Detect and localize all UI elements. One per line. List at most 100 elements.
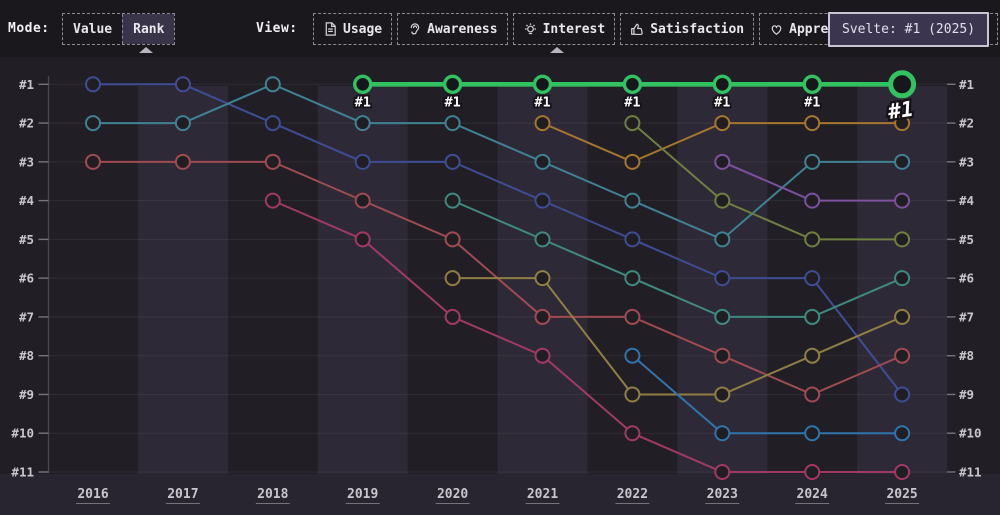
- view-option-usage[interactable]: Usage: [313, 13, 393, 45]
- data-point[interactable]: [894, 231, 911, 248]
- data-point[interactable]: [534, 153, 551, 170]
- data-point[interactable]: [804, 231, 821, 248]
- view-option-satisfaction[interactable]: Satisfaction: [620, 13, 755, 45]
- mode-option-rank[interactable]: Rank: [122, 14, 175, 44]
- data-point[interactable]: [714, 347, 731, 364]
- data-point[interactable]: [804, 347, 821, 364]
- data-point[interactable]: [714, 192, 731, 209]
- year-label[interactable]: 2023: [707, 487, 738, 502]
- data-point[interactable]: [174, 76, 191, 93]
- data-point[interactable]: [714, 425, 731, 442]
- data-point[interactable]: [534, 115, 551, 132]
- data-point[interactable]: [444, 308, 461, 325]
- year-label[interactable]: 2017: [167, 487, 198, 502]
- svelte-point[interactable]: [888, 70, 917, 99]
- data-point[interactable]: [264, 192, 281, 209]
- mode-label: Mode:: [8, 21, 50, 36]
- data-point[interactable]: [624, 115, 641, 132]
- year-label[interactable]: 2018: [257, 487, 288, 502]
- data-point[interactable]: [804, 386, 821, 403]
- data-point[interactable]: [534, 347, 551, 364]
- year-label[interactable]: 2016: [77, 487, 108, 502]
- view-switcher: Usage Awareness Interest: [313, 13, 894, 45]
- data-point[interactable]: [264, 115, 281, 132]
- data-point[interactable]: [354, 153, 371, 170]
- data-point[interactable]: [264, 76, 281, 93]
- data-point[interactable]: [804, 308, 821, 325]
- data-point[interactable]: [804, 115, 821, 132]
- year-label[interactable]: 2021: [527, 487, 558, 502]
- data-point[interactable]: [624, 347, 641, 364]
- data-point[interactable]: [894, 115, 911, 132]
- data-point[interactable]: [894, 308, 911, 325]
- data-point[interactable]: [714, 231, 731, 248]
- data-point[interactable]: [85, 153, 101, 170]
- rank-1-label: #1: [444, 94, 460, 110]
- svelte-point[interactable]: [622, 74, 643, 95]
- svelte-point[interactable]: [532, 74, 553, 95]
- data-point[interactable]: [444, 115, 461, 132]
- series-line-light-blue[interactable]: [631, 354, 903, 435]
- data-point[interactable]: [714, 270, 731, 287]
- year-label[interactable]: 2019: [347, 487, 378, 502]
- data-point[interactable]: [624, 153, 641, 170]
- data-point[interactable]: [354, 231, 371, 248]
- data-point[interactable]: [714, 386, 731, 403]
- year-label[interactable]: 2025: [886, 487, 917, 502]
- data-point[interactable]: [804, 425, 821, 442]
- data-point[interactable]: [804, 153, 821, 170]
- data-point[interactable]: [624, 425, 641, 442]
- data-point[interactable]: [534, 308, 551, 325]
- data-point[interactable]: [534, 231, 551, 248]
- rank-1-label: #1: [804, 94, 820, 110]
- data-point[interactable]: [85, 115, 101, 132]
- data-point[interactable]: [804, 464, 821, 480]
- data-point[interactable]: [714, 464, 731, 480]
- data-point[interactable]: [894, 192, 911, 209]
- data-point[interactable]: [894, 386, 911, 403]
- year-label[interactable]: 2020: [437, 487, 468, 502]
- data-point[interactable]: [624, 386, 641, 403]
- view-option-interest[interactable]: Interest: [512, 13, 616, 45]
- data-point[interactable]: [804, 270, 821, 287]
- data-point[interactable]: [354, 115, 371, 132]
- data-point[interactable]: [264, 153, 281, 170]
- data-point[interactable]: [174, 153, 191, 170]
- data-point[interactable]: [444, 270, 461, 287]
- data-point[interactable]: [714, 153, 731, 170]
- data-point[interactable]: [714, 115, 731, 132]
- data-point[interactable]: [444, 231, 461, 248]
- svelte-point[interactable]: [353, 74, 373, 95]
- svelte-point[interactable]: [442, 74, 463, 95]
- data-point[interactable]: [894, 153, 911, 170]
- data-point[interactable]: [804, 192, 821, 209]
- data-point[interactable]: [534, 270, 551, 287]
- data-point[interactable]: [534, 192, 551, 209]
- data-point[interactable]: [624, 192, 641, 209]
- data-point[interactable]: [624, 231, 641, 248]
- data-point[interactable]: [894, 270, 911, 287]
- mode-option-value[interactable]: Value: [73, 21, 113, 37]
- year-label[interactable]: 2022: [617, 487, 648, 502]
- year-label[interactable]: 2024: [797, 487, 828, 502]
- data-point[interactable]: [624, 270, 641, 287]
- data-point[interactable]: [85, 76, 101, 93]
- data-point[interactable]: [894, 347, 911, 364]
- series-line-dark-teal[interactable]: [452, 199, 903, 318]
- data-point[interactable]: [174, 115, 191, 132]
- series-line-crimson[interactable]: [272, 199, 903, 473]
- data-point[interactable]: [444, 153, 461, 170]
- data-point[interactable]: [714, 308, 731, 325]
- svelte-point[interactable]: [802, 74, 822, 95]
- data-point[interactable]: [894, 425, 911, 442]
- svelte-point[interactable]: [712, 74, 732, 95]
- data-point[interactable]: [444, 192, 461, 209]
- series-line-teal[interactable]: [93, 83, 903, 241]
- data-point[interactable]: [354, 192, 371, 209]
- view-option-awareness[interactable]: Awareness: [397, 13, 508, 45]
- data-point[interactable]: [624, 308, 641, 325]
- data-point[interactable]: [894, 464, 911, 480]
- rank-axis-label-right: #8: [959, 348, 974, 363]
- series-line-olive-green[interactable]: [631, 122, 903, 241]
